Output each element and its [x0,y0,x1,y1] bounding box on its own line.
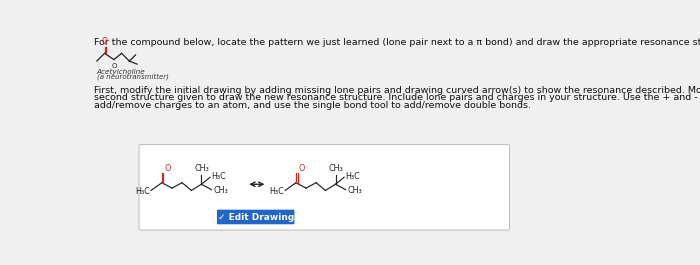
Text: Acetylcholine: Acetylcholine [97,69,146,75]
Text: CH₃: CH₃ [213,186,228,195]
Text: H₃C: H₃C [269,187,284,196]
Text: H₃C: H₃C [346,172,360,181]
Text: O: O [112,63,118,69]
Text: ✓ Edit Drawing: ✓ Edit Drawing [218,213,294,222]
Text: CH₃: CH₃ [347,186,362,195]
Text: For the compound below, locate the pattern we just learned (lone pair next to a : For the compound below, locate the patte… [94,38,700,47]
Text: H₃C: H₃C [211,172,226,181]
FancyBboxPatch shape [139,145,510,230]
Text: (a neurotransmitter): (a neurotransmitter) [97,73,169,80]
Text: CH₃: CH₃ [328,165,343,174]
Text: First, modify the initial drawing by adding missing lone pairs and drawing curve: First, modify the initial drawing by add… [94,86,700,95]
Text: H₃C: H₃C [134,187,150,196]
Text: O: O [102,37,108,46]
Text: CH₃: CH₃ [194,165,209,174]
Text: add/remove charges to an atom, and use the single bond tool to add/remove double: add/remove charges to an atom, and use t… [94,101,531,110]
Text: O: O [164,164,171,173]
Text: O: O [298,164,304,173]
FancyBboxPatch shape [217,210,295,224]
Text: second structure given to draw the new resonance structure. Include lone pairs a: second structure given to draw the new r… [94,93,700,102]
